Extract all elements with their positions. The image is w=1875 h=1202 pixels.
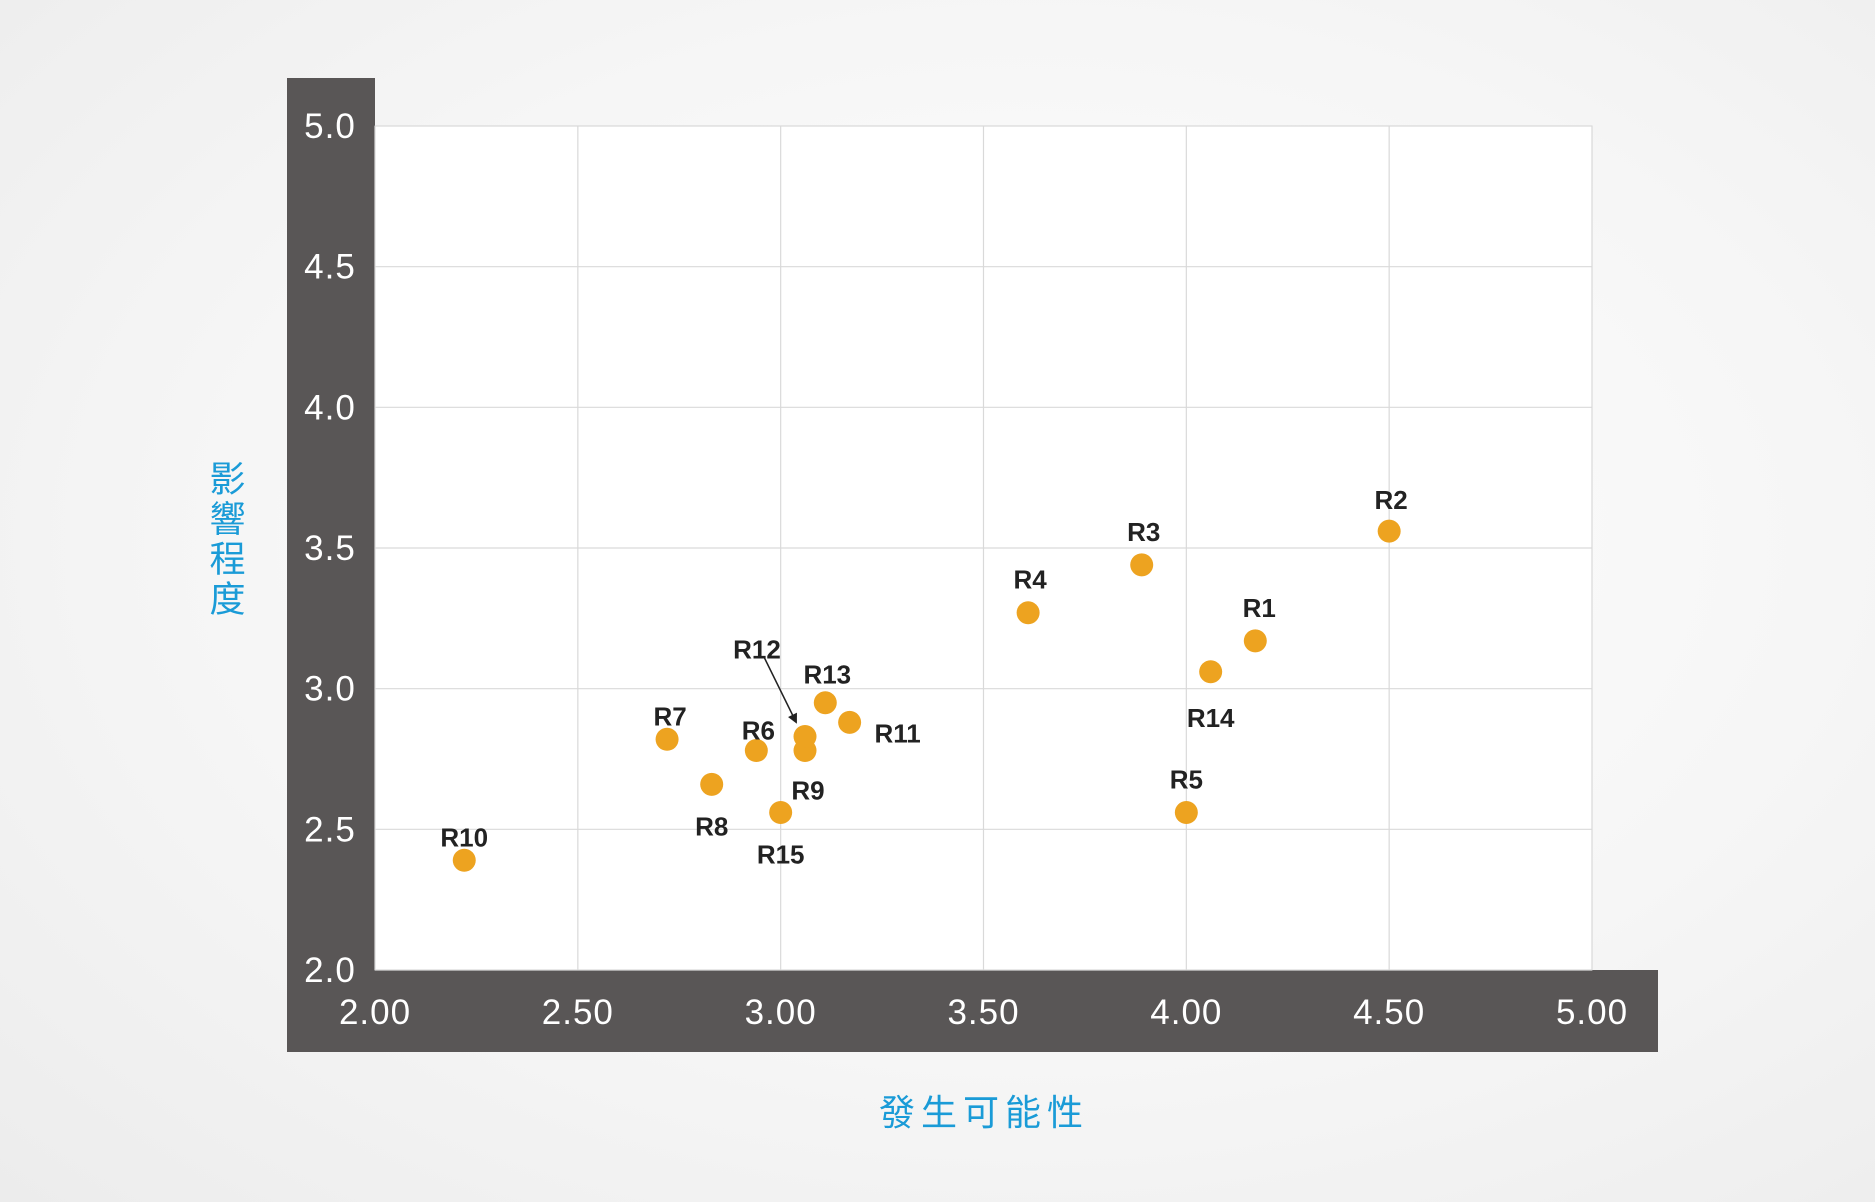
data-point-r7 <box>655 727 679 751</box>
data-point-r8 <box>700 772 724 796</box>
y-axis-ticks: 2.0 2.5 3.0 3.5 4.0 4.5 5.0 <box>304 107 356 990</box>
point-label-r6: R6 <box>742 716 775 746</box>
point-label-r9: R9 <box>791 776 824 806</box>
point-label-r4: R4 <box>1013 565 1047 595</box>
data-point-r12 <box>793 724 817 748</box>
data-point-r3 <box>1130 553 1154 577</box>
y-tick-label: 3.0 <box>304 670 356 709</box>
point-label-r1: R1 <box>1243 593 1276 623</box>
data-point-r2 <box>1377 519 1401 543</box>
data-point-r13 <box>813 691 837 715</box>
y-tick-label: 4.5 <box>304 248 356 287</box>
x-tick-label: 3.50 <box>947 993 1019 1032</box>
point-label-r11: R11 <box>874 718 920 748</box>
x-tick-label: 4.50 <box>1353 993 1425 1032</box>
y-axis-band <box>287 78 375 1052</box>
y-axis-title: 影響程度 <box>204 460 245 620</box>
point-label-r2: R2 <box>1375 485 1408 515</box>
point-label-r5: R5 <box>1170 764 1203 794</box>
data-point-r5 <box>1174 800 1198 824</box>
data-point-r10 <box>452 848 476 872</box>
x-tick-label: 3.00 <box>745 993 817 1032</box>
point-label-r14: R14 <box>1187 703 1235 733</box>
point-label-r8: R8 <box>695 811 728 841</box>
grid-lines <box>374 125 1593 971</box>
data-point-r11 <box>838 710 862 734</box>
x-tick-label: 4.00 <box>1150 993 1222 1032</box>
data-points <box>452 519 1401 872</box>
x-tick-label: 2.00 <box>339 993 411 1032</box>
point-label-r15: R15 <box>757 839 805 869</box>
x-tick-label: 5.00 <box>1556 993 1628 1032</box>
y-tick-label: 4.0 <box>304 388 356 427</box>
point-label-r10: R10 <box>440 822 488 852</box>
point-label-r12: R12 <box>733 634 781 664</box>
point-label-r7: R7 <box>653 701 686 731</box>
r12-pointer-arrow <box>763 656 797 724</box>
data-point-r4 <box>1016 601 1040 625</box>
point-labels: R1 R2 R3 R4 R5 R6 R7 R8 R9 R10 R11 R12 R13 R14 R15 <box>440 485 1407 869</box>
point-label-r3: R3 <box>1127 517 1160 547</box>
data-point-r6 <box>744 739 768 763</box>
data-point-r1 <box>1243 629 1267 653</box>
y-tick-label: 2.0 <box>304 951 356 990</box>
data-point-r14 <box>1199 660 1223 684</box>
point-label-r13: R13 <box>803 660 851 690</box>
data-point-r15 <box>769 800 793 824</box>
x-axis-ticks: 2.00 2.50 3.00 3.50 4.00 4.50 5.00 <box>339 993 1628 1032</box>
y-tick-label: 2.5 <box>304 810 356 849</box>
annotations <box>763 656 797 724</box>
x-tick-label: 2.50 <box>542 993 614 1032</box>
y-tick-label: 5.0 <box>304 107 356 146</box>
x-axis-band <box>287 970 1658 1052</box>
x-axis-title: 發生可能性 <box>879 1093 1089 1134</box>
y-tick-label: 3.5 <box>304 529 356 568</box>
